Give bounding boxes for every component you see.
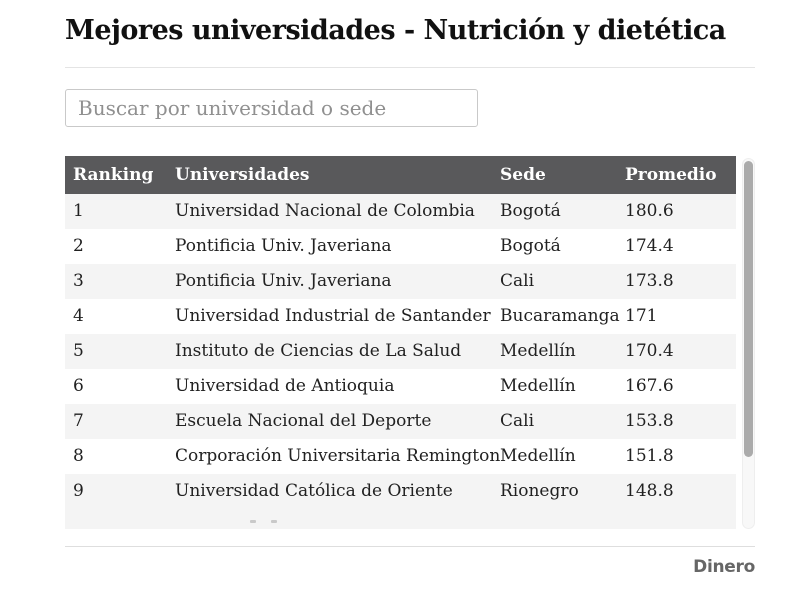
cell-promedio: 148.8 [625, 481, 674, 502]
cell-ranking: 7 [73, 411, 84, 432]
table-row: 7 Escuela Nacional del Deporte Cali 153.… [65, 403, 736, 439]
column-header-universidades: Universidades [175, 164, 310, 185]
footer-divider [65, 545, 755, 547]
cell-sede: Medellín [500, 376, 576, 397]
cell-sede: Medellín [500, 341, 576, 362]
cell-sede: Rionegro [500, 481, 579, 502]
cell-universidad: Universidad Católica de Oriente [175, 481, 453, 502]
table-row: 5 Instituto de Ciencias de La Salud Mede… [65, 333, 736, 369]
cell-universidad: Universidad Industrial de Santander [175, 306, 491, 327]
table-row: 8 Corporación Universitaria Remington Me… [65, 438, 736, 474]
cell-promedio: 151.8 [625, 446, 674, 467]
cell-ranking: 5 [73, 341, 84, 362]
cell-universidad: Escuela Nacional del Deporte [175, 411, 432, 432]
search-input[interactable] [65, 88, 478, 127]
page-title: Mejores universidades - Nutrición y diet… [65, 15, 726, 46]
table-row: 3 Pontificia Univ. Javeriana Cali 173.8 [65, 263, 736, 299]
cell-universidad: Universidad Nacional de Colombia [175, 201, 475, 222]
clipped-text-fragment [250, 519, 256, 523]
cell-promedio: 173.8 [625, 271, 674, 292]
ranking-table-region: Ranking Universidades Sede Promedio 1 Un… [65, 155, 755, 529]
table-row: 9 Universidad Católica de Oriente Rioneg… [65, 473, 736, 509]
cell-promedio: 153.8 [625, 411, 674, 432]
ranking-table: Ranking Universidades Sede Promedio 1 Un… [65, 155, 736, 529]
cell-universidad: Universidad de Antioquia [175, 376, 395, 397]
cell-promedio: 170.4 [625, 341, 674, 362]
title-divider [65, 66, 755, 68]
search-bar [65, 88, 755, 127]
cell-sede: Bucaramanga [500, 306, 620, 327]
table-row: 2 Pontificia Univ. Javeriana Bogotá 174.… [65, 228, 736, 264]
cell-promedio: 167.6 [625, 376, 674, 397]
cell-sede: Cali [500, 271, 535, 292]
cell-ranking: 4 [73, 306, 84, 327]
table-row: 6 Universidad de Antioquia Medellín 167.… [65, 368, 736, 404]
cell-ranking: 3 [73, 271, 84, 292]
cell-promedio: 171 [625, 306, 658, 327]
cell-universidad: Instituto de Ciencias de La Salud [175, 341, 462, 362]
table-header-row: Ranking Universidades Sede Promedio [65, 155, 736, 194]
column-header-sede: Sede [500, 164, 546, 185]
table-row: 1 Universidad Nacional de Colombia Bogot… [65, 193, 736, 229]
column-header-promedio: Promedio [625, 164, 717, 185]
cell-ranking: 9 [73, 481, 84, 502]
column-header-ranking: Ranking [73, 164, 154, 185]
cell-ranking: 2 [73, 236, 84, 257]
cell-ranking: 1 [73, 201, 84, 222]
cell-promedio: 180.6 [625, 201, 674, 222]
cell-ranking: 6 [73, 376, 84, 397]
table-body: 1 Universidad Nacional de Colombia Bogot… [65, 193, 736, 509]
clipped-text-fragment [271, 519, 277, 523]
brand-logo: Dinero [693, 556, 755, 577]
table-row-clipped [65, 508, 736, 529]
cell-sede: Cali [500, 411, 535, 432]
cell-sede: Bogotá [500, 236, 561, 257]
cell-ranking: 8 [73, 446, 84, 467]
cell-universidad: Pontificia Univ. Javeriana [175, 271, 392, 292]
table-scrollbar-track[interactable] [742, 157, 755, 529]
table-row: 4 Universidad Industrial de Santander Bu… [65, 298, 736, 334]
cell-universidad: Pontificia Univ. Javeriana [175, 236, 392, 257]
cell-sede: Bogotá [500, 201, 561, 222]
table-scrollbar-thumb[interactable] [744, 160, 753, 457]
cell-promedio: 174.4 [625, 236, 674, 257]
cell-sede: Medellín [500, 446, 576, 467]
cell-universidad: Corporación Universitaria Remington [175, 446, 500, 467]
